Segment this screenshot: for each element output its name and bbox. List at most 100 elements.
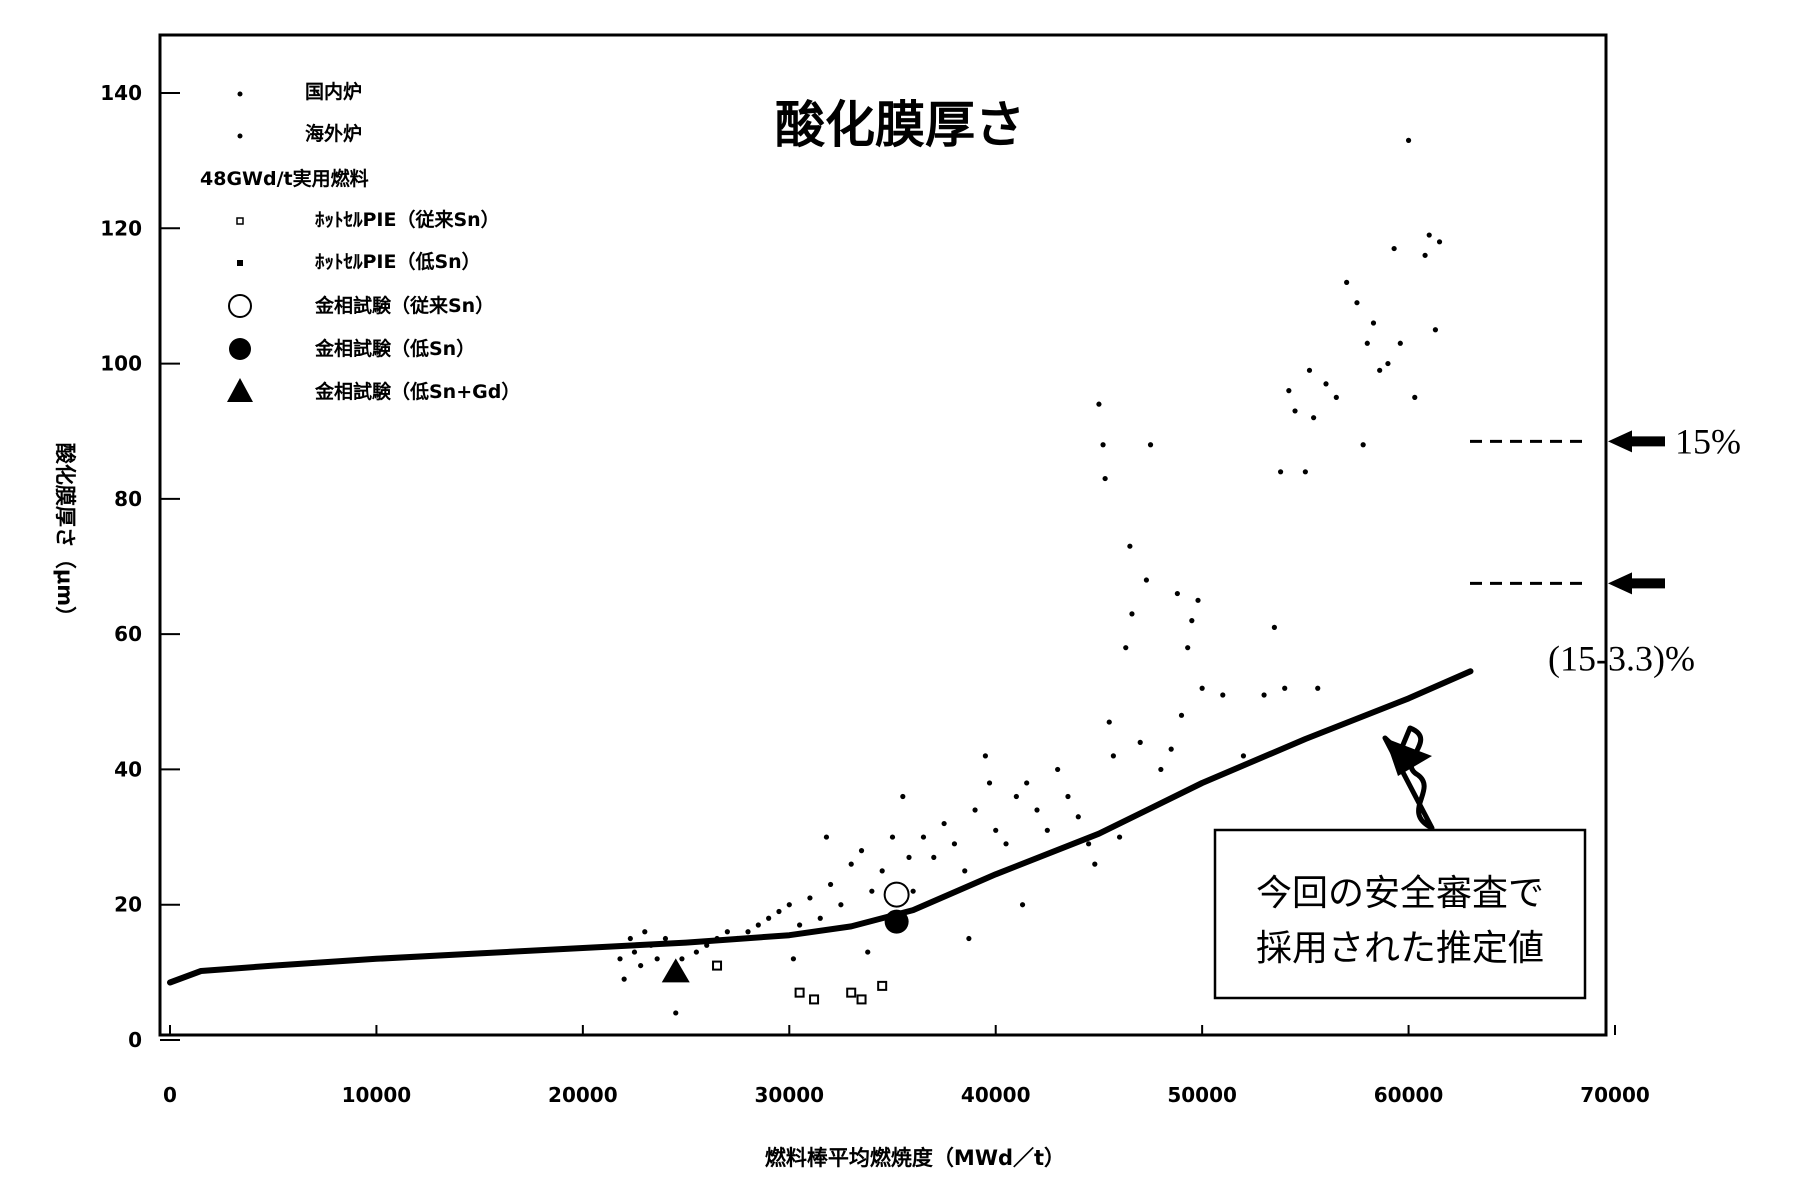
data-point [1158, 766, 1164, 773]
reference-line-11-7pct: (15-3.3)% [1470, 572, 1695, 678]
data-point [1436, 239, 1443, 245]
data-point [858, 848, 865, 854]
data-point-open-square [856, 994, 867, 1005]
data-point [951, 841, 958, 847]
data-point [621, 976, 627, 982]
data-point [1096, 401, 1102, 407]
legend-dot-marker [237, 91, 243, 97]
data-point [962, 868, 968, 874]
callout-line-1: 今回の安全審査で [1256, 873, 1544, 914]
data-point [642, 929, 648, 935]
callout-arrow [1382, 725, 1435, 831]
data-point-open-circle [883, 881, 910, 908]
data-point [1240, 753, 1247, 759]
data-point [910, 888, 916, 894]
legend-label: 48GWd/t実用燃料 [200, 167, 369, 190]
reference-line-15pct: 15% [1470, 421, 1741, 461]
data-point [1003, 841, 1009, 847]
data-point [1075, 814, 1081, 820]
data-point [617, 956, 623, 962]
data-point [982, 753, 988, 759]
y-tick-label: 0 [128, 1028, 142, 1052]
y-tick-label: 80 [114, 487, 142, 511]
data-point [766, 915, 772, 921]
data-point [986, 780, 993, 786]
data-point [1391, 245, 1397, 252]
data-point [827, 881, 834, 888]
legend-label: ﾎｯﾄｾﾙPIE（従来Sn） [315, 208, 500, 231]
y-tick-label: 60 [114, 622, 142, 646]
data-point [755, 922, 761, 928]
data-point [889, 834, 896, 840]
data-point [638, 962, 644, 969]
data-point [1292, 408, 1298, 414]
x-axis-label: 燃料棒平均燃焼度（MWd／t） [765, 1146, 1065, 1170]
data-point [1422, 252, 1428, 258]
legend-filled-circle-marker [229, 338, 251, 360]
data-point [931, 854, 937, 860]
x-tick-label: 0 [163, 1083, 177, 1107]
legend-label: 金相試験（低Sn+Gd） [314, 380, 520, 403]
data-point-open-square [877, 980, 888, 991]
legend-label: 金相試験（従来Sn） [314, 294, 494, 317]
data-point-open-square [794, 987, 805, 998]
arrow-up-icon [1385, 738, 1432, 776]
data-point [1220, 692, 1226, 698]
data-point [1370, 320, 1377, 326]
data-point [1277, 469, 1284, 475]
data-point [1044, 827, 1050, 833]
data-point-triangle [661, 958, 690, 983]
data-point [1189, 618, 1195, 624]
data-point [1432, 327, 1439, 333]
data-point [1344, 279, 1350, 285]
data-point [1116, 834, 1123, 840]
data-point [797, 922, 803, 928]
x-tick-label: 60000 [1374, 1083, 1444, 1107]
legend-open-circle-marker [228, 294, 252, 318]
y-tick-label: 100 [100, 352, 142, 376]
arrow-left-icon [1608, 430, 1665, 453]
y-axis-label: 酸化膜厚さ（μm） [53, 443, 77, 627]
data-point [972, 807, 978, 813]
legend-triangle-marker [227, 378, 253, 402]
data-point [1024, 780, 1030, 786]
data-point [1333, 394, 1339, 400]
data-point [745, 929, 751, 935]
x-tick-label: 20000 [548, 1083, 618, 1107]
data-point [1019, 902, 1026, 908]
data-point [1174, 590, 1180, 597]
x-tick-label: 50000 [1167, 1083, 1237, 1107]
data-point [1086, 841, 1092, 847]
data-point [941, 820, 947, 827]
data-point [920, 834, 927, 840]
data-point [1100, 442, 1106, 448]
plot-frame [158, 33, 1608, 1037]
x-tick-label: 10000 [342, 1083, 412, 1107]
legend-label: 国内炉 [305, 80, 362, 103]
axis-ticks: 0 10000 20000 30000 40000 50000 60000 70000 0 20 4… [100, 81, 1650, 1107]
data-point [1127, 543, 1133, 549]
data-point [865, 949, 871, 955]
data-point [1195, 597, 1201, 603]
data-point [1178, 712, 1185, 718]
data-point [1147, 442, 1154, 448]
data-point [776, 908, 782, 915]
y-tick-label: 140 [100, 81, 142, 105]
data-point [1405, 137, 1412, 143]
data-point [693, 949, 699, 955]
legend-filled-square-marker [237, 260, 243, 266]
data-point [900, 793, 906, 800]
data-point [1110, 753, 1116, 759]
data-point [654, 956, 660, 962]
data-point [662, 935, 669, 942]
data-point [1282, 685, 1288, 691]
data-point [790, 956, 797, 962]
data-point [1315, 685, 1321, 691]
data-point [786, 902, 792, 908]
data-point [1412, 394, 1418, 400]
data-point [631, 949, 638, 955]
y-tick-label: 120 [100, 216, 142, 240]
estimate-curve [167, 668, 1474, 986]
data-point-open-square [809, 994, 820, 1005]
